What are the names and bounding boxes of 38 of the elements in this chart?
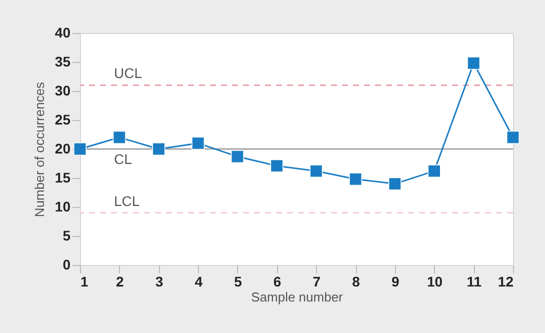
point <box>310 164 323 178</box>
x-tick-label: 11 <box>466 274 482 290</box>
y-tick-label: 25 <box>54 112 71 128</box>
point <box>428 164 441 178</box>
y-tick-label: 0 <box>62 256 71 272</box>
point <box>112 130 126 144</box>
x-tick-label: 1 <box>80 274 88 290</box>
x-tick-label: 12 <box>498 274 514 290</box>
point <box>349 172 362 186</box>
x-tick-label: 4 <box>194 274 203 290</box>
y-axis-title: Number of occurrences <box>32 81 47 218</box>
point <box>230 150 244 164</box>
x-tick-label: 7 <box>312 274 321 290</box>
x-tick-label: 5 <box>234 274 242 290</box>
ref-line-label: CL <box>114 151 132 167</box>
point <box>506 130 520 144</box>
x-tick-label: 6 <box>273 274 282 290</box>
point <box>388 177 402 190</box>
point <box>152 142 166 156</box>
point <box>467 56 480 70</box>
x-axis-title: Sample number <box>251 290 344 304</box>
y-tick-label: 35 <box>54 54 71 70</box>
y-tick-label: 5 <box>62 228 71 244</box>
y-tick-label: 40 <box>54 24 71 40</box>
x-tick-label: 3 <box>155 274 164 290</box>
x-tick-label: 10 <box>426 274 443 290</box>
x-tick-label: 8 <box>352 274 360 290</box>
y-tick-label: 15 <box>54 170 71 186</box>
point <box>73 142 87 156</box>
ref-line-label: UCL <box>114 65 142 82</box>
y-tick-label: 20 <box>54 140 71 156</box>
x-tick-label: 9 <box>392 274 400 290</box>
y-tick-label: 30 <box>54 82 71 98</box>
y-tick-label: 10 <box>54 198 71 214</box>
point <box>192 136 205 150</box>
point <box>270 159 284 172</box>
x-tick-label: 2 <box>116 274 124 290</box>
ref-line-label: LCL <box>114 192 140 209</box>
